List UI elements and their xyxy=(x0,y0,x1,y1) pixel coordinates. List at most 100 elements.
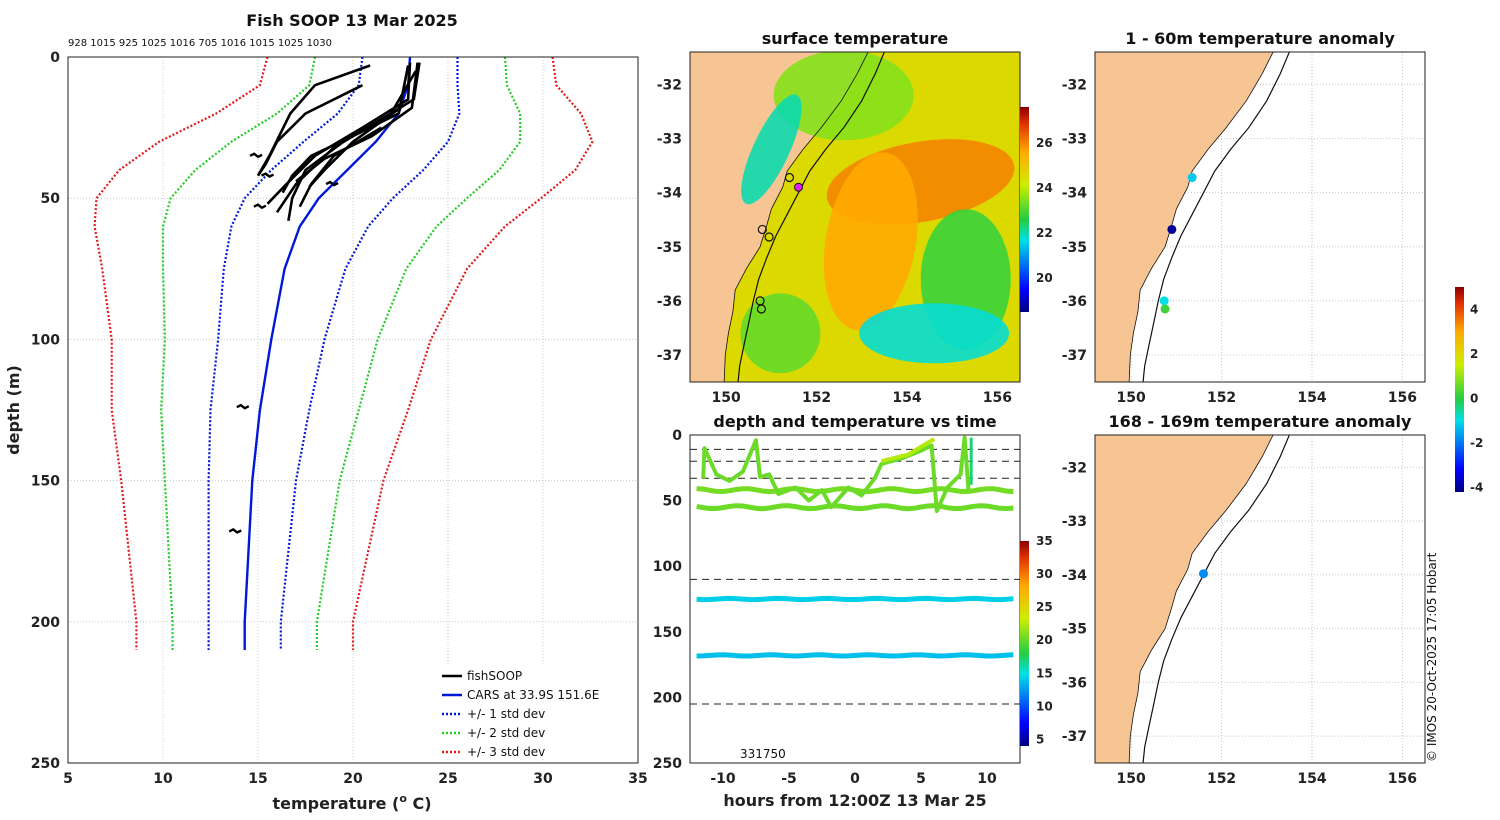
x-tick-10: 10 xyxy=(153,771,173,787)
lon-tick-152: 152 xyxy=(802,390,831,406)
anomaly-deep-ticks: 150 152 154 156 -32 -33 -34 -35 -36 -37 xyxy=(1062,460,1417,787)
lat-tick--37: -37 xyxy=(1062,348,1087,364)
anomaly-cb-tick-4: 4 xyxy=(1470,302,1478,316)
ts-y-tick-250: 250 xyxy=(653,756,682,772)
lat-tick--36: -36 xyxy=(1062,294,1087,310)
lon-tick-150: 150 xyxy=(1117,771,1146,787)
std-line-plus-2 xyxy=(315,56,522,650)
x-tick-35: 35 xyxy=(628,771,647,787)
lon-tick-150: 150 xyxy=(712,390,741,406)
ts-cb-tick-20: 20 xyxy=(1036,633,1053,647)
lat-tick--35: -35 xyxy=(1062,622,1087,638)
legend-label-2: +/- 1 std dev xyxy=(467,707,545,721)
legend-label-4: +/- 3 std dev xyxy=(467,745,545,759)
ts-x-tick-0: 0 xyxy=(850,771,860,787)
lat-tick--35: -35 xyxy=(1062,240,1087,256)
lon-tick-156: 156 xyxy=(983,390,1012,406)
anomaly-colorbar-ticks: 4 2 0 -2 -4 xyxy=(1470,302,1483,494)
sst-station-1 xyxy=(757,224,767,235)
ts-cb-tick-15: 15 xyxy=(1036,666,1053,680)
ts-y-tick-200: 200 xyxy=(653,690,682,706)
profile-ticks: 5 10 15 20 25 30 35 0 50 100 150 200 250 xyxy=(31,50,648,787)
lat-tick--34: -34 xyxy=(657,186,683,202)
cars-mean-line xyxy=(243,56,412,650)
anomaly-deep-map xyxy=(1095,435,1425,763)
profile-panel: Fish SOOP 13 Mar 2025 928 1015 925 1025 … xyxy=(4,11,648,813)
anomaly-colorbar xyxy=(1455,287,1464,492)
timeseries-title: depth and temperature vs time xyxy=(713,412,996,431)
timeseries-body xyxy=(690,435,1020,763)
ts-x-tick-10: 10 xyxy=(977,771,997,787)
fish-blob-0 xyxy=(249,152,263,159)
sst-colorbar xyxy=(1020,107,1029,312)
fish-profile-7 xyxy=(298,126,383,208)
lon-tick-150: 150 xyxy=(1117,390,1146,406)
sst-cars-location xyxy=(793,182,803,192)
x-tick-15: 15 xyxy=(248,771,267,787)
ts-cb-tick-25: 25 xyxy=(1036,600,1053,614)
lat-tick--33: -33 xyxy=(1062,132,1087,148)
x-tick-30: 30 xyxy=(533,771,553,787)
sst-cb-tick-22: 22 xyxy=(1036,226,1053,240)
ts-x-tick--5: -5 xyxy=(781,771,797,787)
x-tick-20: 20 xyxy=(343,771,363,787)
sst-title: surface temperature xyxy=(762,29,949,48)
timeseries-bottom-label: 331750 xyxy=(740,747,786,761)
lat-tick--36: -36 xyxy=(657,294,682,310)
std-line-plus-1 xyxy=(279,57,461,650)
sst-coastline xyxy=(723,52,869,382)
sst-station-2 xyxy=(764,232,774,242)
profile-lines xyxy=(93,56,594,650)
lat-tick--37: -37 xyxy=(1062,729,1087,745)
shelf-contour xyxy=(1142,435,1290,763)
sst-shelf-contour xyxy=(737,52,885,382)
y-tick-50: 50 xyxy=(41,191,61,207)
anomaly-point-1 xyxy=(1167,224,1177,234)
lat-tick--36: -36 xyxy=(1062,675,1087,691)
shelf-contour xyxy=(1142,52,1290,382)
ts-y-tick-100: 100 xyxy=(653,559,682,575)
fish-blob-5 xyxy=(228,528,242,534)
y-tick-250: 250 xyxy=(31,756,60,772)
fish-profile-5 xyxy=(256,84,364,177)
lat-tick--32: -32 xyxy=(657,77,682,93)
profile-title: Fish SOOP 13 Mar 2025 xyxy=(246,11,457,30)
surface-track xyxy=(880,437,936,464)
sst-patch-south-green xyxy=(859,303,1010,364)
std-line-minus-2 xyxy=(159,56,317,650)
sst-station-0 xyxy=(784,172,795,183)
x-tick-5: 5 xyxy=(63,771,73,787)
fish-profile-8 xyxy=(308,106,402,188)
anomaly-cb-tick-0: 0 xyxy=(1470,391,1478,405)
lat-tick--32: -32 xyxy=(1062,460,1087,476)
ts-y-tick-50: 50 xyxy=(663,494,683,510)
profile-top-labels: 928 1015 925 1025 1016 705 1016 1015 102… xyxy=(68,38,332,49)
legend-label-0: fishSOOP xyxy=(467,669,522,683)
sst-station-4 xyxy=(756,304,767,314)
anomaly-cb-tick-2: 2 xyxy=(1470,347,1478,361)
ts-cb-tick-5: 5 xyxy=(1036,732,1044,746)
ts-y-tick-150: 150 xyxy=(653,625,682,641)
x-tick-25: 25 xyxy=(438,771,457,787)
anomaly-surface-map xyxy=(1095,52,1425,382)
profile-legend: fishSOOP CARS at 33.9S 151.6E +/- 1 std de… xyxy=(434,664,634,759)
lon-tick-156: 156 xyxy=(1388,771,1417,787)
lat-tick--33: -33 xyxy=(657,132,682,148)
anomaly-cb-tick--4: -4 xyxy=(1470,481,1483,495)
credit-text: © IMOS 20-Oct-2025 17:05 Hobart xyxy=(1425,552,1439,762)
lat-tick--34: -34 xyxy=(1062,186,1088,202)
lon-tick-156: 156 xyxy=(1388,390,1417,406)
legend-box xyxy=(434,664,634,759)
timeseries-xlabel: hours from 12:00Z 13 Mar 25 xyxy=(723,791,986,810)
sst-markers xyxy=(755,172,803,314)
y-tick-100: 100 xyxy=(31,332,60,348)
ts-x-tick-5: 5 xyxy=(916,771,926,787)
lat-tick--34: -34 xyxy=(1062,568,1088,584)
y-tick-0: 0 xyxy=(50,50,60,66)
std-line-plus-3 xyxy=(351,56,594,650)
track-3 xyxy=(696,652,1014,659)
lon-tick-154: 154 xyxy=(1297,771,1326,787)
fish-profile-4 xyxy=(281,65,410,194)
